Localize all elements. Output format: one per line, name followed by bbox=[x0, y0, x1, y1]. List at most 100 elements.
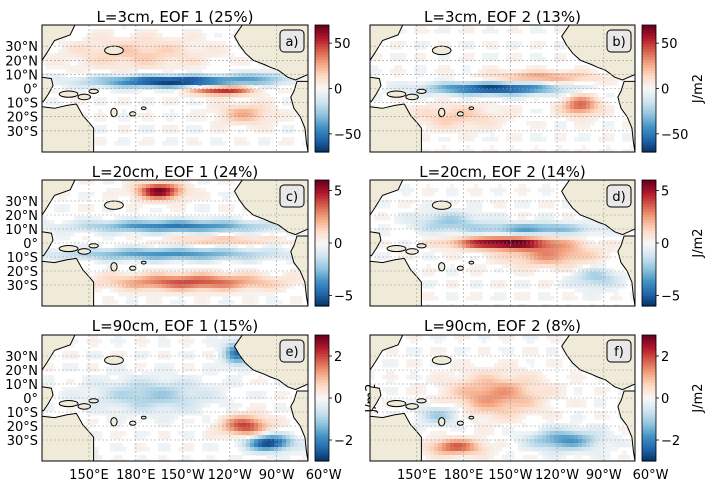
island-4 bbox=[439, 418, 445, 426]
island-4 bbox=[439, 263, 445, 271]
island-4 bbox=[439, 108, 445, 116]
island-2 bbox=[78, 94, 91, 100]
colorbar-a: −50 0 50 bbox=[315, 25, 361, 153]
colorbar-tick-label: −50 bbox=[661, 128, 688, 143]
colorbar-tick-label: 50 bbox=[334, 37, 351, 52]
island-3 bbox=[89, 244, 98, 248]
colorbar-tick-label: 0 bbox=[661, 392, 669, 407]
colorbar-tick-label: 0 bbox=[334, 237, 342, 252]
panel-title: L=90cm, EOF 1 (15%) bbox=[92, 317, 258, 335]
island-3 bbox=[417, 89, 426, 93]
island-1 bbox=[387, 401, 406, 407]
panel-title: L=90cm, EOF 2 (8%) bbox=[424, 317, 581, 335]
island-6 bbox=[469, 416, 474, 419]
island-2 bbox=[406, 94, 418, 100]
panel-e: L=90cm, EOF 1 (15%)e)30°S20°S10°S0°10°N2… bbox=[5, 317, 379, 483]
colorbar-tick-label: 0 bbox=[661, 237, 669, 252]
island-1 bbox=[387, 246, 406, 252]
colorbar-tick-label: 5 bbox=[334, 185, 342, 200]
island-2 bbox=[78, 404, 91, 410]
island-3 bbox=[417, 399, 426, 403]
panel-label: f) bbox=[614, 345, 624, 360]
colorbar-tick-label: −2 bbox=[661, 434, 680, 449]
island-1 bbox=[387, 91, 406, 97]
island-3 bbox=[89, 89, 98, 93]
panel-title: L=20cm, EOF 2 (14%) bbox=[419, 163, 585, 181]
colorbar-tick-label: −50 bbox=[334, 128, 361, 143]
colorbar-label: J/m2 bbox=[691, 74, 706, 104]
land-0 bbox=[42, 413, 94, 461]
island-6 bbox=[141, 107, 146, 110]
colorbar-tick-label: 5 bbox=[661, 185, 669, 200]
lon-tick-label: 60°W bbox=[306, 468, 342, 483]
colorbar-tick-label: 50 bbox=[661, 37, 678, 52]
lon-tick-label: 120°W bbox=[535, 468, 579, 483]
panel-label: d) bbox=[612, 190, 625, 205]
island-5 bbox=[457, 112, 463, 116]
lon-tick-label: 180°E bbox=[116, 468, 156, 483]
island-5 bbox=[130, 266, 136, 270]
island-5 bbox=[130, 112, 136, 116]
island-0 bbox=[432, 201, 451, 209]
lat-tick-label: 20°S bbox=[7, 265, 38, 280]
lat-tick-label: 30°N bbox=[5, 40, 38, 55]
colorbar-tick-label: 0 bbox=[334, 83, 342, 98]
colorbar-tick-label: 2 bbox=[334, 350, 342, 365]
lat-tick-label: 20°S bbox=[7, 111, 38, 126]
panel-label: e) bbox=[285, 345, 298, 360]
lat-tick-label: 10°S bbox=[7, 97, 38, 112]
island-5 bbox=[130, 421, 136, 425]
colorbar-tick-label: −2 bbox=[334, 434, 353, 449]
land-0 bbox=[42, 258, 94, 306]
island-1 bbox=[59, 91, 78, 97]
island-2 bbox=[406, 404, 418, 410]
island-3 bbox=[89, 399, 98, 403]
lat-tick-label: 0° bbox=[23, 392, 38, 407]
island-4 bbox=[111, 418, 117, 426]
lon-tick-label: 180°E bbox=[444, 468, 484, 483]
island-0 bbox=[432, 46, 451, 54]
island-6 bbox=[141, 416, 146, 419]
lat-tick-label: 10°S bbox=[7, 251, 38, 266]
colorbar-tick-label: 0 bbox=[334, 392, 342, 407]
lon-tick-label: 150°W bbox=[488, 468, 532, 483]
lat-tick-label: 0° bbox=[23, 83, 38, 98]
lon-tick-label: 120°W bbox=[208, 468, 252, 483]
island-4 bbox=[111, 108, 117, 116]
island-5 bbox=[457, 266, 463, 270]
lat-tick-label: 20°N bbox=[5, 54, 38, 69]
panel-title: L=3cm, EOF 1 (25%) bbox=[97, 8, 254, 26]
panel-label: a) bbox=[285, 35, 298, 50]
lat-tick-label: 10°N bbox=[5, 68, 38, 83]
colorbar-c: −505 bbox=[315, 180, 353, 307]
lon-tick-label: 150°W bbox=[161, 468, 205, 483]
panel-title: L=3cm, EOF 2 (13%) bbox=[424, 8, 581, 26]
land-0 bbox=[370, 413, 421, 461]
island-6 bbox=[141, 261, 146, 264]
lon-tick-label: 150°E bbox=[397, 468, 437, 483]
lat-tick-label: 0° bbox=[23, 237, 38, 252]
island-6 bbox=[469, 261, 474, 264]
colorbar-label: J/m2 bbox=[691, 383, 706, 413]
lon-tick-label: 60°W bbox=[633, 468, 669, 483]
panel-c: L=20cm, EOF 1 (24%)c)30°S20°S10°S0°10°N2… bbox=[5, 163, 353, 307]
panel-title: L=20cm, EOF 1 (24%) bbox=[92, 163, 258, 181]
island-0 bbox=[105, 356, 124, 364]
island-5 bbox=[457, 421, 463, 425]
lat-tick-label: 10°S bbox=[7, 406, 38, 421]
island-0 bbox=[105, 46, 124, 54]
lat-tick-label: 10°N bbox=[5, 378, 38, 393]
lat-tick-label: 30°N bbox=[5, 195, 38, 210]
lon-tick-label: 150°E bbox=[69, 468, 109, 483]
lat-tick-label: 30°S bbox=[7, 125, 38, 140]
lat-tick-label: 30°S bbox=[7, 279, 38, 294]
island-1 bbox=[59, 401, 78, 407]
island-2 bbox=[406, 249, 418, 255]
